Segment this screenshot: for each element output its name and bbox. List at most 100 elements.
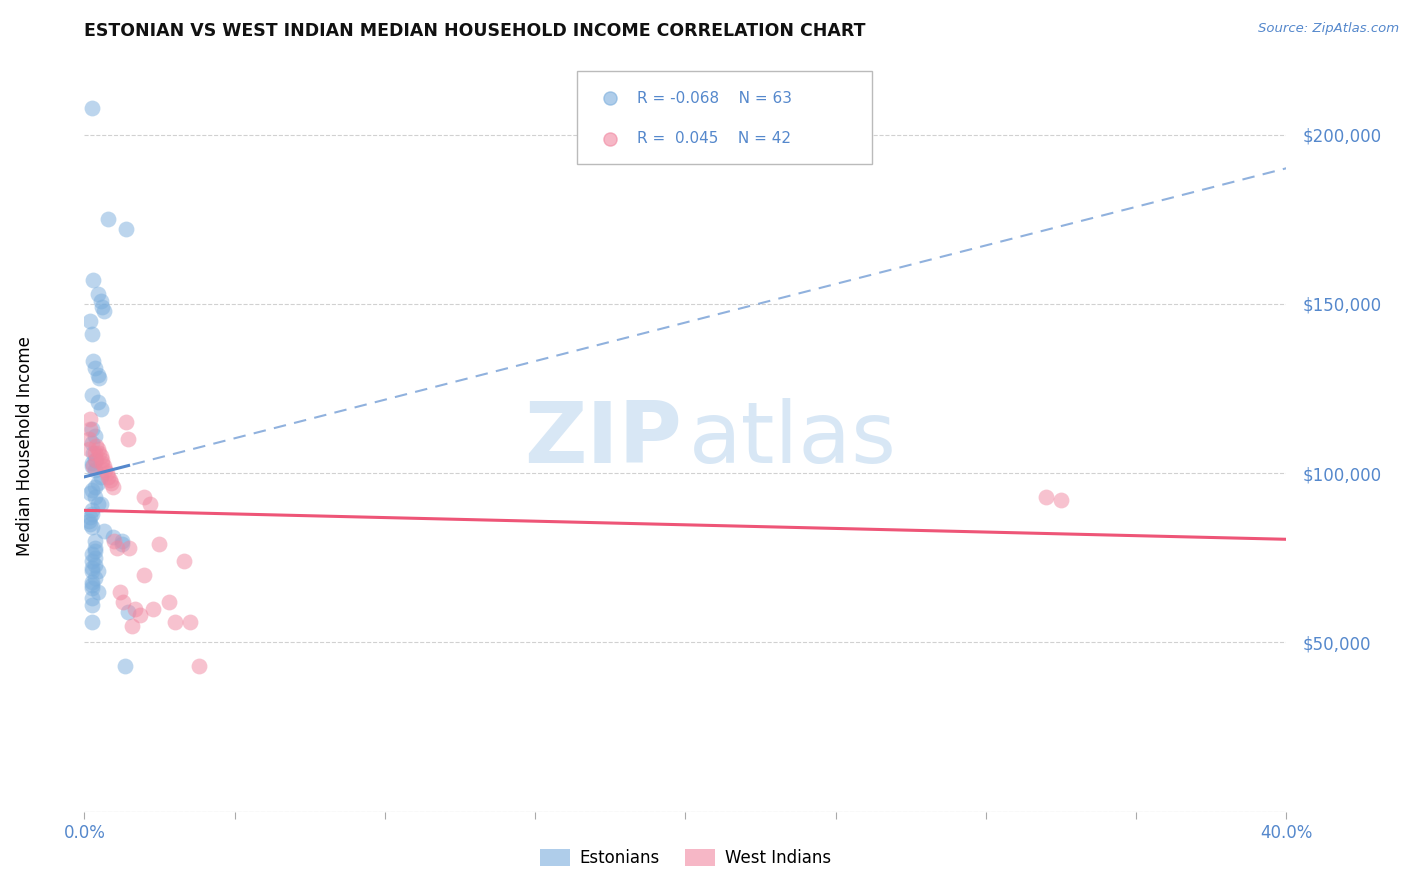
Point <box>112 595 135 609</box>
Point <box>82 354 104 368</box>
Point <box>83 541 105 555</box>
Point <box>173 554 195 568</box>
Point <box>1035 490 1057 504</box>
Point <box>148 537 170 551</box>
Point <box>83 533 105 548</box>
Point <box>117 433 139 447</box>
Point <box>91 300 114 314</box>
Point <box>91 452 114 467</box>
Text: ZIP: ZIP <box>524 398 682 481</box>
Text: atlas: atlas <box>689 398 897 481</box>
Point <box>117 605 139 619</box>
Point <box>82 446 104 460</box>
Point <box>111 537 134 551</box>
Point <box>83 571 105 585</box>
Point <box>89 371 111 385</box>
Point <box>90 449 112 463</box>
Point <box>80 591 103 606</box>
Point <box>80 582 103 596</box>
Legend: Estonians, West Indians: Estonians, West Indians <box>533 843 838 874</box>
Text: R =  0.045    N = 42: R = 0.045 N = 42 <box>637 131 792 146</box>
Point <box>157 595 180 609</box>
Point <box>87 476 110 491</box>
Point <box>79 486 101 500</box>
Point <box>80 565 103 579</box>
Point <box>121 618 143 632</box>
Point <box>80 483 103 497</box>
Point <box>90 469 112 483</box>
Text: R = -0.068    N = 63: R = -0.068 N = 63 <box>637 91 793 106</box>
Point <box>98 473 121 487</box>
Point <box>134 490 156 504</box>
Point <box>77 433 100 447</box>
Point <box>83 452 105 467</box>
Text: ESTONIAN VS WEST INDIAN MEDIAN HOUSEHOLD INCOME CORRELATION CHART: ESTONIAN VS WEST INDIAN MEDIAN HOUSEHOLD… <box>84 22 866 40</box>
Point <box>1386 805 1406 819</box>
Point <box>97 212 120 227</box>
Point <box>90 497 112 511</box>
Point <box>118 541 141 555</box>
Point <box>93 459 115 474</box>
Point <box>187 659 209 673</box>
Point <box>87 395 110 409</box>
Point <box>80 507 103 521</box>
Point <box>79 516 101 531</box>
Point <box>80 456 103 470</box>
Point <box>80 554 103 568</box>
Point <box>80 422 103 436</box>
Point <box>1050 493 1073 508</box>
Point <box>90 293 112 308</box>
Point <box>89 446 111 460</box>
Point <box>80 578 103 592</box>
Point <box>87 565 110 579</box>
Point <box>83 463 105 477</box>
Point <box>87 584 110 599</box>
Point <box>83 558 105 572</box>
Point <box>91 456 114 470</box>
Point <box>129 608 152 623</box>
Point <box>86 439 108 453</box>
Point <box>83 361 105 376</box>
Point <box>87 368 110 382</box>
Point <box>83 490 105 504</box>
Point <box>97 469 120 483</box>
Point <box>93 524 115 538</box>
Text: Median Household Income: Median Household Income <box>17 336 34 556</box>
Point <box>101 480 124 494</box>
Point <box>103 533 125 548</box>
Point <box>80 388 103 402</box>
Point <box>139 497 162 511</box>
Point <box>82 459 104 474</box>
Point <box>100 476 122 491</box>
Point <box>80 459 103 474</box>
Point <box>134 567 156 582</box>
Point <box>79 422 101 436</box>
Point <box>111 533 134 548</box>
Point <box>79 412 101 426</box>
Point <box>94 463 117 477</box>
Point <box>80 615 103 629</box>
Point <box>80 503 103 517</box>
Point <box>90 401 112 416</box>
FancyBboxPatch shape <box>578 70 872 164</box>
Point <box>93 303 115 318</box>
Point <box>79 510 101 524</box>
Point <box>83 544 105 558</box>
Point <box>101 531 124 545</box>
Point <box>114 659 136 673</box>
Point <box>142 601 165 615</box>
Point <box>96 466 118 480</box>
Point <box>1386 805 1406 819</box>
Point <box>80 548 103 562</box>
Point <box>115 416 138 430</box>
Point <box>110 584 132 599</box>
Point <box>80 574 103 589</box>
Point <box>80 327 103 342</box>
Point <box>77 514 100 528</box>
Point <box>80 520 103 534</box>
Point <box>163 615 186 629</box>
Point <box>83 429 105 443</box>
Point <box>77 442 100 457</box>
Point <box>179 615 201 629</box>
Point <box>87 286 110 301</box>
